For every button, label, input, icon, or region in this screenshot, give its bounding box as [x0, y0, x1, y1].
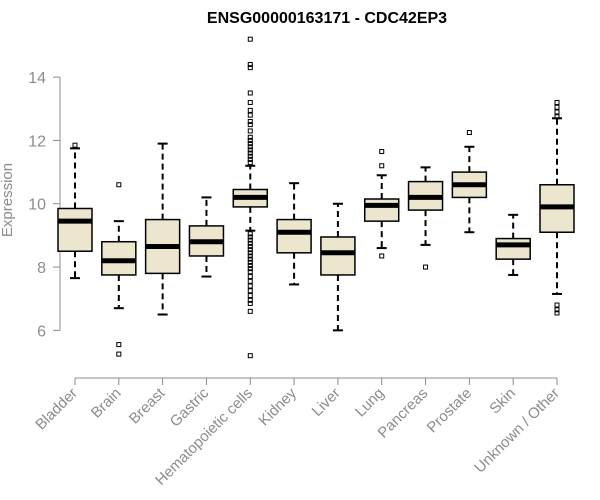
outlier-point — [247, 99, 253, 105]
outlier-point — [554, 109, 560, 115]
box-group — [407, 166, 444, 270]
outlier-point — [116, 182, 122, 188]
x-tick-label: Skin — [486, 385, 519, 418]
outlier-point — [379, 253, 385, 259]
outlier-point — [554, 114, 560, 120]
outlier-point — [554, 302, 560, 308]
outlier-point — [247, 250, 253, 256]
y-tick-label: 6 — [37, 323, 46, 340]
chart-title: ENSG00000163171 - CDC42EP3 — [207, 10, 447, 27]
x-tick-label: Kidney — [255, 384, 300, 429]
box-series — [57, 36, 575, 359]
y-tick-label: 8 — [37, 260, 46, 277]
box-group — [276, 182, 312, 286]
y-tick-label: 14 — [28, 70, 46, 87]
outlier-point — [247, 107, 253, 113]
outlier-point — [247, 297, 253, 303]
outlier-point — [423, 264, 429, 270]
outlier-point — [247, 288, 253, 294]
outlier-point — [247, 266, 253, 272]
outlier-point — [247, 137, 253, 143]
outlier-point — [247, 300, 253, 306]
outlier-point — [554, 99, 560, 105]
outlier-point — [247, 259, 253, 265]
outlier-point — [554, 310, 560, 316]
outlier-point — [247, 308, 253, 314]
outlier-point — [247, 112, 253, 118]
outlier-point — [247, 240, 253, 246]
box-iqr — [320, 236, 356, 276]
box-group — [539, 99, 575, 316]
box-group — [320, 202, 356, 332]
outlier-point — [247, 122, 253, 128]
outlier-point — [247, 269, 253, 275]
box-group — [495, 213, 531, 276]
y-axis-label: Expression — [0, 163, 16, 237]
outlier-point — [247, 274, 253, 280]
outlier-point — [247, 36, 253, 42]
outlier-point — [247, 128, 253, 134]
outlier-point — [247, 237, 253, 243]
y-tick-label: 12 — [28, 133, 46, 150]
x-tick-label: Bladder — [32, 385, 81, 434]
outlier-point — [247, 253, 253, 259]
outlier-point — [247, 156, 253, 162]
y-axis: 6 8 10 12 14 — [28, 70, 61, 340]
outlier-point — [247, 256, 253, 262]
outlier-point — [379, 149, 385, 155]
outlier-point — [247, 65, 253, 71]
outlier-point — [116, 342, 122, 348]
outlier-point — [247, 243, 253, 249]
outlier-point — [554, 307, 560, 313]
outlier-point — [247, 234, 253, 240]
outlier-point — [247, 293, 253, 299]
outlier-point — [247, 61, 253, 67]
outlier-point — [247, 147, 253, 153]
outlier-point — [247, 160, 253, 166]
outlier-point — [379, 163, 385, 169]
y-tick-label: 10 — [28, 197, 46, 214]
box-group — [101, 182, 137, 357]
box-group — [57, 142, 93, 280]
box-iqr — [495, 237, 531, 260]
outlier-point — [247, 150, 253, 156]
outlier-point — [466, 130, 472, 136]
outlier-point — [247, 141, 253, 147]
box-iqr — [363, 198, 400, 222]
box-group — [188, 196, 225, 278]
outlier-point — [247, 278, 253, 284]
outlier-point — [116, 351, 122, 357]
x-tick-label: Brain — [88, 385, 125, 422]
outlier-point — [247, 283, 253, 289]
outlier-point — [247, 153, 253, 159]
box-group — [144, 142, 181, 316]
outlier-point — [247, 144, 253, 150]
outlier-point — [247, 118, 253, 124]
x-tick-label: Liver — [309, 385, 344, 420]
outlier-point — [247, 134, 253, 140]
x-tick-label: Lung — [352, 385, 388, 421]
box-iqr — [57, 207, 93, 252]
outlier-point — [247, 231, 253, 237]
box-iqr — [276, 218, 312, 254]
outlier-point — [72, 142, 78, 148]
x-tick-label: Breast — [126, 384, 169, 427]
box-group — [363, 149, 400, 259]
outlier-point — [247, 90, 253, 96]
outlier-point — [554, 104, 560, 110]
box-group — [232, 36, 269, 359]
outlier-point — [247, 353, 253, 359]
outlier-point — [247, 262, 253, 268]
box-group — [451, 130, 488, 234]
x-tick-label: Prostate — [424, 385, 476, 437]
outlier-point — [247, 247, 253, 253]
